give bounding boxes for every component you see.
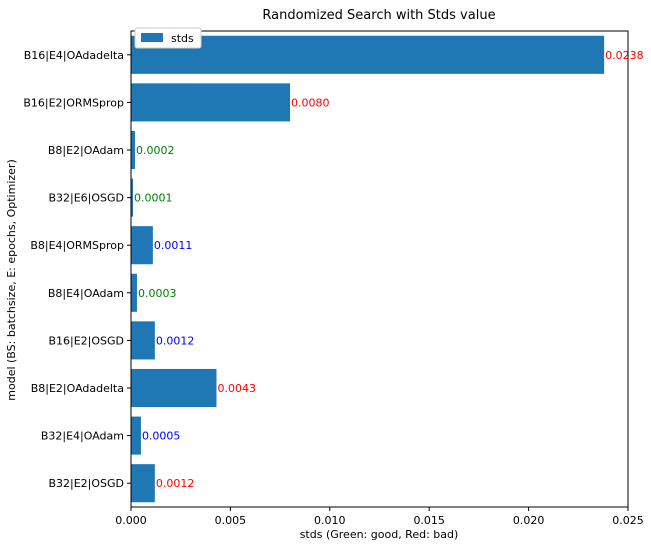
legend-swatch [141,33,163,42]
x-tick-label: 0.020 [513,514,545,527]
y-axis-title: model (BS: batchsize, E: epochs, Optimiz… [5,159,18,400]
value-label: 0.0238 [605,49,644,62]
legend-label: stds [171,32,194,45]
y-tick-label: B16|E2|OSGD [48,334,124,347]
x-tick-label: 0.005 [215,514,247,527]
y-axis: B16|E4|OAdadelta B16|E2|ORMSprop B8|E2|OAd… [23,49,131,490]
bar [131,226,153,265]
y-tick-label: B32|E2|OSGD [48,477,124,490]
x-axis-title: stds (Green: good, Red: bad) [300,528,459,541]
value-label: 0.0005 [142,430,181,443]
value-label: 0.0012 [156,334,195,347]
bar [131,35,605,74]
bar [131,273,137,312]
y-tick-label: B16|E2|ORMSprop [23,96,124,109]
bar [131,321,155,360]
value-label: 0.0003 [138,287,177,300]
bar [131,464,155,503]
x-tick-label: 0.025 [612,514,644,527]
y-tick-label: B8|E4|ORMSprop [30,239,124,252]
bar [131,83,291,122]
x-axis: 0.000 0.005 0.010 0.015 0.020 0.025 [115,507,644,527]
y-tick-label: B8|E2|OAdadelta [31,382,124,395]
bar [131,368,217,408]
value-label: 0.0001 [134,192,173,205]
value-label: 0.0011 [154,239,193,252]
legend: stds [134,27,202,49]
y-tick-label: B32|E4|OAdam [41,430,124,443]
y-tick-label: B8|E2|OAdam [48,144,124,157]
value-label: 0.0080 [291,96,330,109]
x-tick-label: 0.015 [413,514,445,527]
y-tick-label: B32|E6|OSGD [48,192,124,205]
value-label: 0.0043 [217,382,256,395]
value-label: 0.0002 [136,144,175,157]
bars-group [131,35,605,503]
bar [131,130,135,170]
x-tick-label: 0.000 [115,514,147,527]
value-label: 0.0012 [156,477,195,490]
value-labels-group: 0.0238 0.0080 0.0002 0.0001 0.0011 0.0003 0.00… [134,49,644,490]
bar [131,178,133,217]
plot-frame [130,30,629,508]
y-tick-label: B8|E4|OAdam [48,287,124,300]
bar [131,416,141,455]
chart-title: Randomized Search with Stds value [262,8,495,23]
x-tick-label: 0.010 [314,514,346,527]
y-tick-label: B16|E4|OAdadelta [24,49,124,62]
